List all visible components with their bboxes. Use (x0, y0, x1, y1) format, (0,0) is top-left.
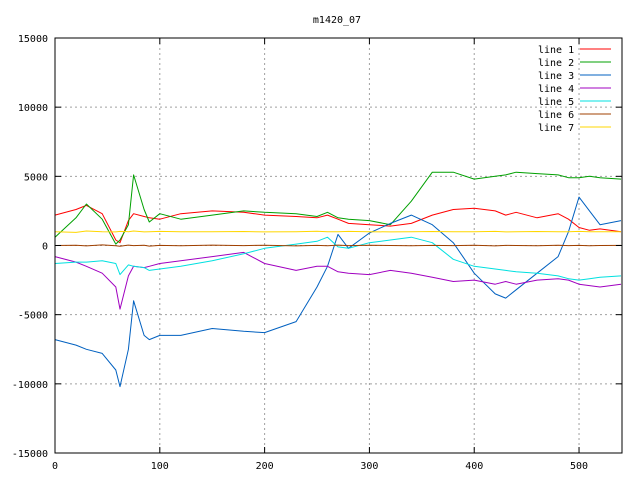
y-tick-label: 5000 (24, 172, 48, 183)
y-tick-label: 0 (42, 242, 48, 253)
axis-ticks: -15000 -10000 -5000 0 5000 10000 15000 0 100 200 3… (12, 34, 622, 472)
x-tick-label: 100 (151, 461, 169, 472)
chart-title: m1420_07 (313, 15, 361, 26)
x-tick-label: 400 (465, 461, 483, 472)
legend-label: line 6 (538, 110, 574, 121)
y-tick-label: -10000 (12, 380, 48, 391)
legend-label: line 2 (538, 58, 574, 69)
series-line-2 (54, 171, 622, 245)
legend-label: line 5 (538, 97, 574, 108)
legend-label: line 7 (538, 123, 574, 134)
x-tick-label: 300 (360, 461, 378, 472)
series-line-7 (54, 230, 621, 233)
series-line-5 (54, 236, 622, 281)
y-tick-label: -5000 (18, 311, 48, 322)
x-tick-label: 0 (52, 461, 58, 472)
legend-label: line 4 (538, 84, 574, 95)
legend-label: line 1 (538, 45, 574, 56)
y-tick-label: 15000 (18, 34, 48, 45)
grid (55, 38, 622, 453)
series-line-3 (54, 196, 622, 388)
y-tick-label: -15000 (12, 449, 48, 460)
series-line-6 (54, 244, 622, 247)
legend: line 1 line 2 line 3 line 4 line 5 line 6 line… (538, 45, 611, 134)
series-group (54, 171, 622, 388)
x-tick-label: 500 (570, 461, 588, 472)
x-tick-label: 200 (256, 461, 274, 472)
legend-label: line 3 (538, 71, 574, 82)
y-tick-label: 10000 (18, 103, 48, 114)
series-line-4 (54, 251, 622, 310)
series-line-1 (54, 204, 622, 244)
